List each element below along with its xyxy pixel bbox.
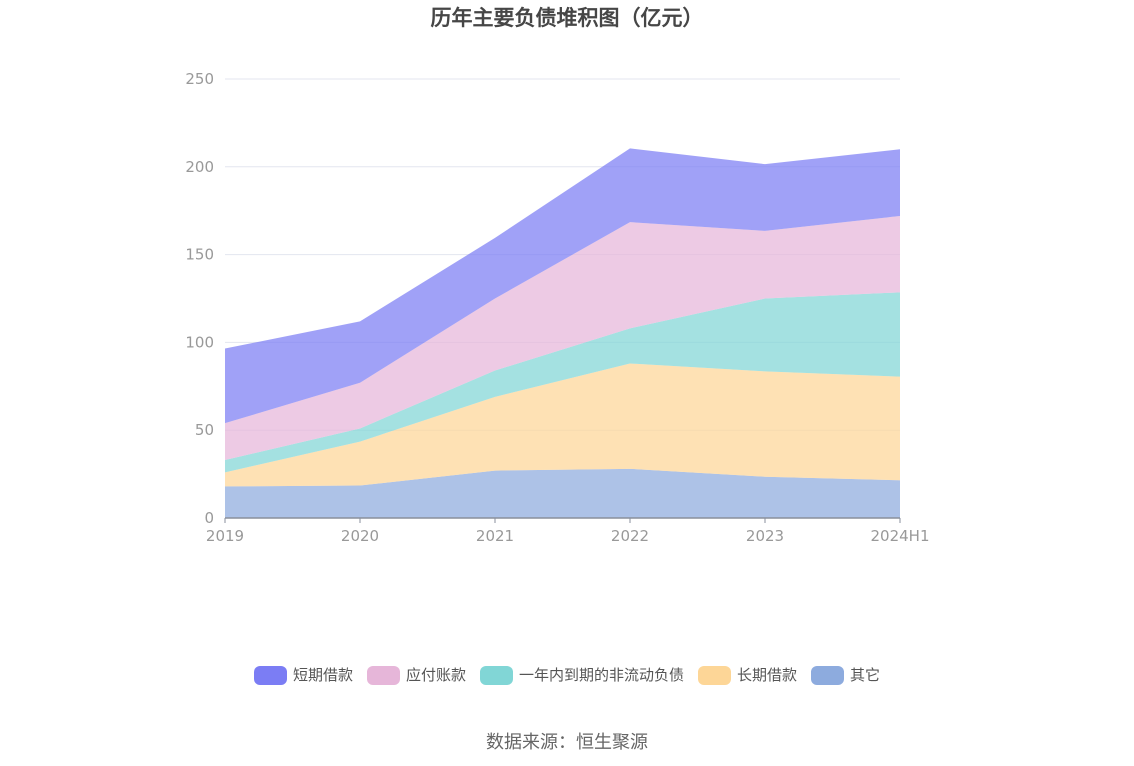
- y-tick-label: 150: [185, 246, 214, 264]
- legend-item[interactable]: 应付账款: [366, 663, 466, 687]
- x-tick-label: 2024H1: [871, 527, 930, 545]
- x-tick-label: 2019: [206, 527, 244, 545]
- x-tick-label: 2021: [476, 527, 514, 545]
- y-tick-label: 100: [185, 333, 214, 351]
- legend-swatch: [253, 665, 287, 685]
- x-tick-label: 2023: [746, 527, 784, 545]
- legend-label: 短期借款: [292, 666, 353, 684]
- y-tick-label: 50: [195, 421, 214, 439]
- legend: 短期借款 应付账款 一年内到期的非流动负债 长期借款 其它: [0, 663, 1134, 687]
- area-2: [225, 363, 900, 487]
- legend-label: 应付账款: [405, 666, 466, 684]
- chart-title: 历年主要负债堆积图（亿元）: [430, 6, 704, 30]
- legend-label: 长期借款: [737, 666, 798, 684]
- x-tick-label: 2020: [341, 527, 379, 545]
- x-tick-labels: 2019 2020 2021 2022 2023 2024H1: [206, 527, 930, 545]
- legend-swatch: [811, 665, 845, 685]
- legend-item[interactable]: 其它: [811, 663, 880, 687]
- y-tick-label: 0: [204, 509, 214, 527]
- area-series: [225, 148, 900, 518]
- area-1: [225, 468, 900, 518]
- data-source: 数据来源：恒生聚源: [486, 732, 648, 753]
- y-tick-label: 250: [185, 70, 214, 88]
- legend-swatch: [698, 665, 731, 685]
- legend-swatch: [479, 665, 513, 685]
- area-4: [225, 215, 900, 461]
- y-tick-labels: 0 50 100 150 200 250: [185, 70, 214, 527]
- x-tick-label: 2022: [611, 527, 649, 545]
- legend-item[interactable]: 长期借款: [698, 663, 797, 687]
- area-5: [225, 148, 900, 424]
- legend-label: 其它: [850, 666, 881, 684]
- legend-label: 一年内到期的非流动负债: [518, 666, 684, 684]
- legend-item[interactable]: 一年内到期的非流动负债: [479, 663, 684, 687]
- axes: [224, 517, 901, 523]
- y-tick-label: 200: [185, 158, 214, 176]
- legend-swatch: [366, 665, 400, 685]
- legend-item[interactable]: 短期借款: [253, 663, 353, 687]
- area-3: [225, 292, 900, 473]
